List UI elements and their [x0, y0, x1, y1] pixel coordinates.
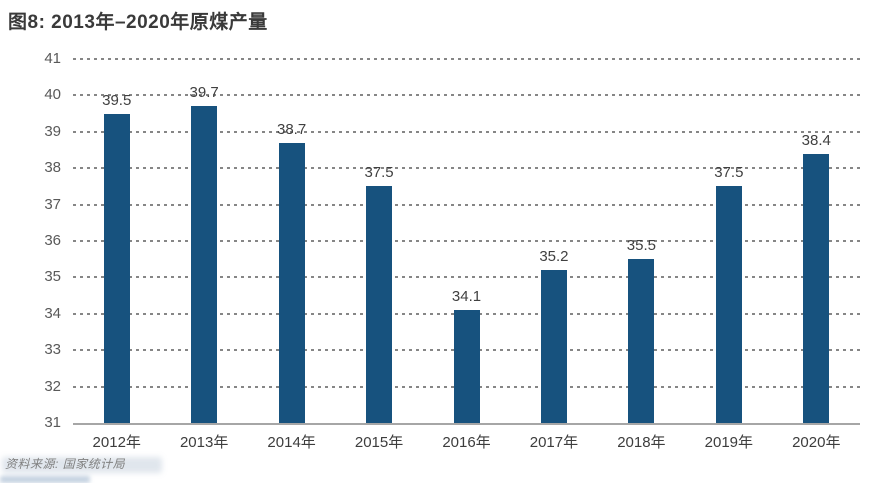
bar-value-label: 35.5: [626, 237, 656, 255]
bar-value-label: 38.7: [277, 120, 307, 138]
y-axis-tick-label: 32: [44, 377, 61, 395]
x-axis-tick-label: 2015年: [354, 434, 404, 451]
gridline: [73, 203, 860, 206]
bar-2020年: [803, 153, 830, 423]
gridline: [73, 58, 860, 60]
bar-chart-plot-area: 31 32 33 34 35 36 37 38 39 40 41 39.5 2012年 39.7 2013年…: [44, 50, 860, 451]
gridline: [73, 276, 860, 279]
x-axis-tick-label: 2020年: [792, 434, 841, 451]
gridline: [73, 94, 860, 97]
source-note: 资料来源: 国家统计局: [5, 457, 126, 471]
bar-2015年: [366, 186, 393, 423]
gridline: [73, 167, 860, 170]
y-axis-tick-label: 33: [44, 341, 61, 359]
y-axis-tick-label: 37: [44, 195, 61, 213]
y-axis-tick-label: 40: [44, 86, 61, 104]
y-axis-tick-label: 35: [44, 268, 61, 286]
y-axis-tick-label: 38: [44, 159, 61, 177]
watermark-partial: [0, 476, 90, 483]
watermark: [2, 457, 162, 473]
x-axis-tick-label: 2014年: [267, 434, 316, 451]
x-axis-tick-label: 2017年: [529, 434, 579, 451]
y-axis-tick-label: 39: [44, 122, 61, 140]
bar-2019年: [715, 186, 742, 423]
bar-value-label: 38.4: [801, 131, 831, 149]
x-axis-tick-label: 2016年: [442, 434, 491, 451]
bar-2018年: [628, 259, 655, 423]
bar-2016年: [453, 310, 480, 423]
x-axis-tick-label: 2019年: [704, 434, 754, 451]
gridline: [73, 240, 860, 242]
bar-value-label: 37.5: [364, 164, 394, 182]
bar-value-label: 34.1: [451, 288, 482, 306]
bar-value-label: 37.5: [714, 164, 744, 182]
bar-value-label: 39.5: [102, 91, 132, 109]
x-axis-tick-label: 2013年: [179, 434, 229, 451]
bar-value-label: 35.2: [539, 248, 569, 266]
y-axis-tick-label: 41: [44, 50, 61, 67]
bar-value-label: 39.7: [189, 84, 219, 102]
x-axis-tick-label: 2018年: [617, 434, 666, 451]
x-axis-tick-label: 2012年: [92, 434, 141, 451]
gridline: [73, 130, 860, 133]
y-axis-tick-label: 31: [44, 414, 61, 431]
bar-2014年: [278, 142, 305, 423]
chart-title: 图8: 2013年–2020年原煤产量: [8, 12, 268, 33]
bar-2013年: [191, 106, 218, 423]
bar-2017年: [540, 270, 567, 423]
y-axis-tick-label: 34: [44, 304, 61, 322]
y-axis-tick-label: 36: [44, 232, 61, 249]
bar-2012年: [103, 113, 130, 423]
